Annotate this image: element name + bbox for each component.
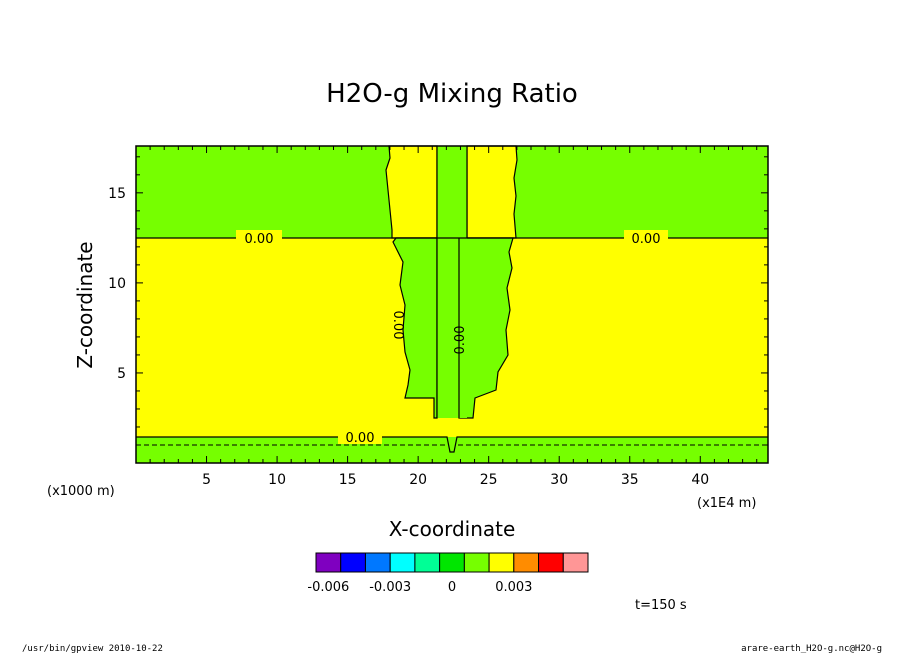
y-axis-label: Z-coordinate bbox=[73, 241, 97, 368]
clabel-bg-3 bbox=[338, 430, 382, 444]
colorbar-swatch bbox=[562, 552, 589, 573]
colorbar-tick-label: -0.006 bbox=[307, 580, 349, 595]
field-green-surface-layer bbox=[136, 437, 768, 463]
x-tick-label: 10 bbox=[268, 472, 286, 488]
plot-frame bbox=[135, 145, 769, 464]
clabel-bg-2 bbox=[624, 230, 668, 246]
colorbar-swatch bbox=[364, 552, 391, 573]
colorbar-swatch bbox=[414, 552, 441, 573]
x-unit-right: (x1E4 m) bbox=[697, 496, 756, 511]
contour-label: 0.00 bbox=[390, 311, 405, 340]
colorbar: -0.006 -0.003 0 0.003 bbox=[307, 552, 589, 595]
footer-right: arare-earth_H2O-g.nc@H2O-g bbox=[741, 644, 882, 654]
contour-label: 0.00 bbox=[245, 232, 274, 247]
colorbar-swatch bbox=[340, 552, 366, 573]
plot-area: 0.00 0.00 0.00 0.00 0.00 5 10 15 20 25 30 35 40… bbox=[108, 145, 769, 488]
y-tick-label: 5 bbox=[117, 366, 126, 382]
colorbar-swatch bbox=[513, 552, 540, 573]
y-tick-label: 15 bbox=[108, 186, 126, 202]
ticks: 5 10 15 20 25 30 35 40 5 10 15 bbox=[108, 146, 768, 488]
x-tick-label: 30 bbox=[550, 472, 568, 488]
colorbar-tick-label: 0 bbox=[448, 580, 456, 595]
colorbar-swatch bbox=[439, 552, 465, 573]
x-tick-label: 25 bbox=[480, 472, 498, 488]
colorbar-swatch bbox=[315, 552, 342, 573]
contour-label: 0.00 bbox=[346, 431, 375, 446]
time-label: t=150 s bbox=[635, 598, 687, 613]
field-yellow-plume-right bbox=[466, 145, 518, 239]
x-tick-label: 40 bbox=[691, 472, 709, 488]
clabel-bg-1 bbox=[236, 230, 282, 246]
field-yellow-plume-left bbox=[385, 145, 438, 239]
colorbar-tick-label: -0.003 bbox=[369, 580, 411, 595]
field-green-plume-right bbox=[458, 237, 514, 419]
x-tick-label: 15 bbox=[339, 472, 357, 488]
x-tick-label: 35 bbox=[621, 472, 639, 488]
x-tick-label: 20 bbox=[409, 472, 427, 488]
contour-label: 0.00 bbox=[453, 326, 468, 355]
x-unit-left: (x1000 m) bbox=[47, 484, 115, 499]
x-axis-label: X-coordinate bbox=[389, 517, 516, 541]
y-tick-label: 10 bbox=[108, 276, 126, 292]
colorbar-swatch bbox=[488, 552, 515, 573]
colorbar-swatch bbox=[463, 552, 490, 573]
footer-left: /usr/bin/gpview 2010-10-22 bbox=[22, 644, 163, 654]
colorbar-tick-label: 0.003 bbox=[495, 580, 532, 595]
x-tick-label: 5 bbox=[202, 472, 211, 488]
field-green-central-column bbox=[437, 146, 467, 418]
colorbar-swatch bbox=[538, 552, 564, 573]
chart-title: H2O-g Mixing Ratio bbox=[326, 79, 578, 109]
contour-label: 0.00 bbox=[632, 232, 661, 247]
contour-surface bbox=[136, 436, 768, 453]
colorbar-swatch bbox=[389, 552, 416, 573]
